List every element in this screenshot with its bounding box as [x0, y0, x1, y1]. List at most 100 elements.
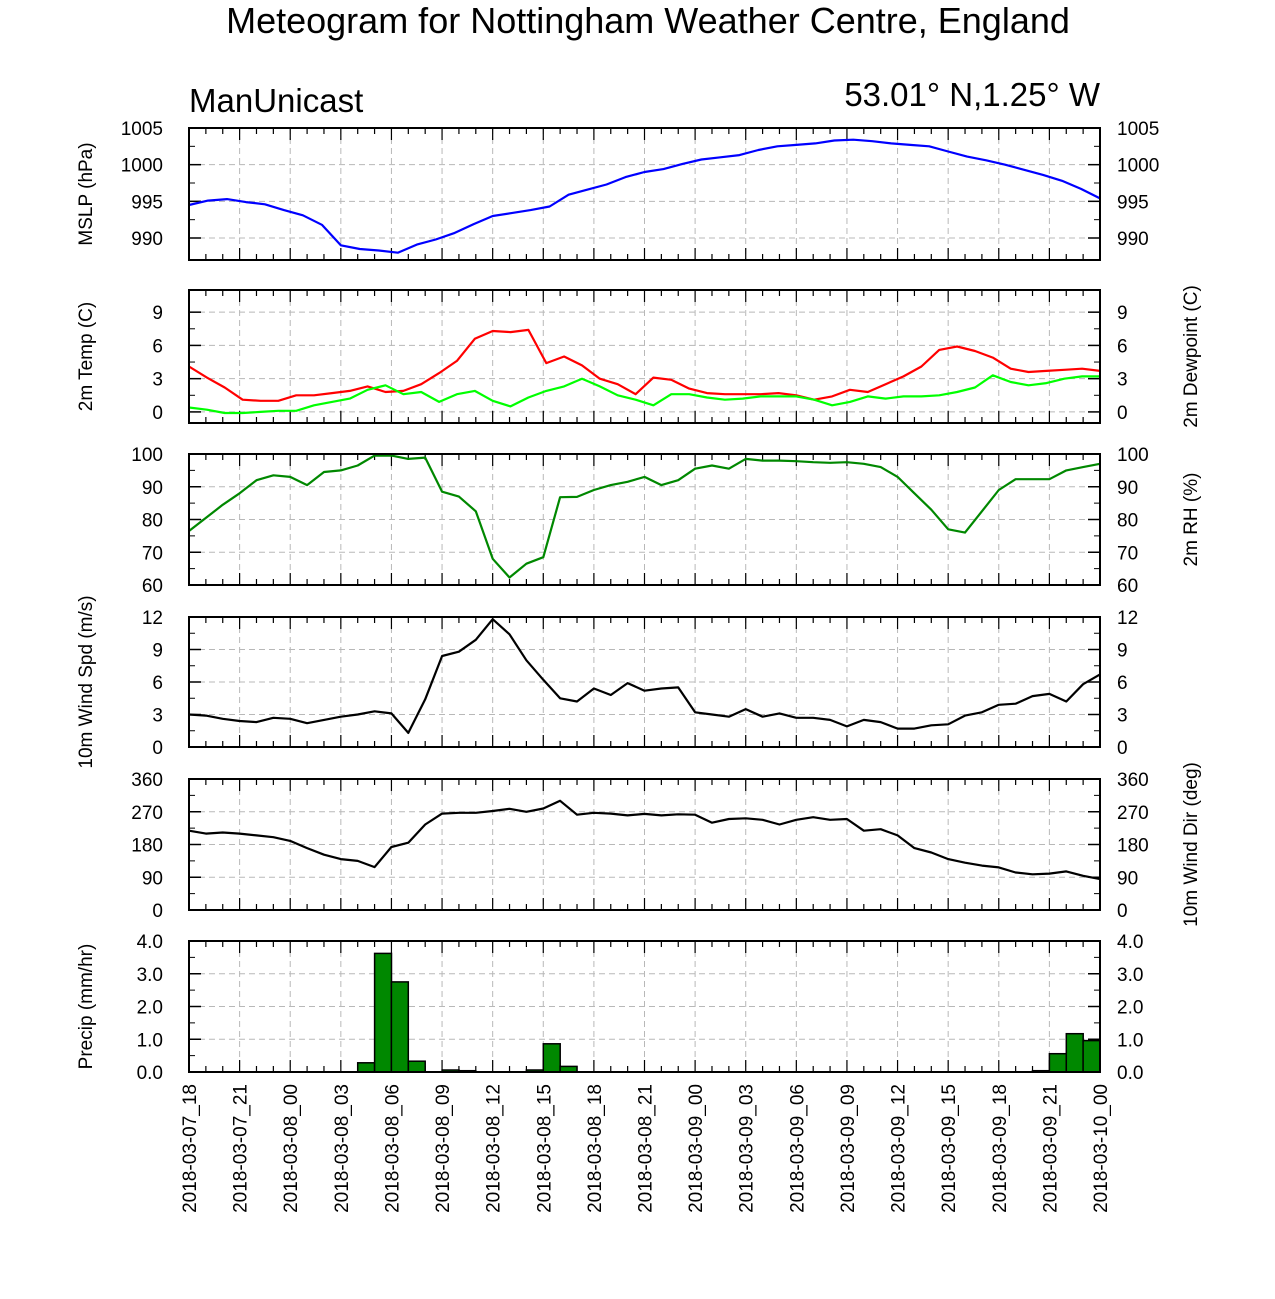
x-tick-label: 2018-03-08_21 [636, 1084, 657, 1213]
y-tick-label-left: 180 [131, 836, 163, 857]
y-axis-title-left: Precip (mm/hr) [76, 944, 97, 1070]
y-tick-label-left: 0 [152, 901, 163, 922]
y-tick-label-left: 1.0 [137, 1030, 163, 1051]
y-tick-label-right: 4.0 [1117, 932, 1143, 953]
y-tick-label-right: 3.0 [1117, 965, 1143, 986]
x-tick-label: 2018-03-09_15 [939, 1084, 960, 1213]
y-tick-label-right: 3 [1117, 370, 1128, 391]
y-tick-label-left: 2.0 [137, 998, 163, 1019]
y-tick-label-left: 9 [152, 641, 163, 662]
y-tick-label-right: 0.0 [1117, 1063, 1143, 1084]
series-line-1 [188, 618, 1101, 735]
series-line-2 [188, 374, 1100, 415]
precip-bar [542, 1043, 561, 1073]
precip-bar [390, 981, 410, 1073]
x-tick-label: 2018-03-08_09 [433, 1084, 454, 1213]
x-tick-label: 2018-03-07_18 [180, 1084, 201, 1213]
panel-2: 0 0 3 3 6 6 9 9 2m Temp (C) 2m Dewpoint (C) [76, 285, 1202, 428]
x-tick-label: 2018-03-08_06 [382, 1084, 403, 1213]
y-axis-title-left: 10m Wind Spd (m/s) [76, 595, 97, 768]
y-axis-title-left: 2m Temp (C) [76, 302, 97, 411]
precip-bar [373, 952, 393, 1073]
chart-title: Meteogram for Nottingham Weather Centre,… [226, 0, 1070, 41]
y-tick-label-left: 3 [152, 370, 163, 391]
y-tick-label-left: 3 [152, 706, 163, 727]
y-tick-label-left: 90 [142, 868, 163, 889]
y-tick-label-left: 3.0 [137, 965, 163, 986]
x-tick-label: 2018-03-09_12 [889, 1084, 910, 1213]
y-tick-label-left: 60 [142, 576, 163, 597]
x-tick-label: 2018-03-08_12 [484, 1084, 505, 1213]
y-tick-label-left: 0 [152, 403, 163, 424]
y-tick-label-right: 270 [1117, 803, 1149, 824]
y-axis-title-right: 2m RH (%) [1181, 473, 1202, 567]
location-label: 53.01° N,1.25° W [844, 76, 1101, 113]
precip-bar [1065, 1032, 1084, 1073]
y-tick-label-left: 1005 [121, 119, 163, 140]
y-tick-label-right: 70 [1117, 543, 1138, 564]
panel-1: 990 990 995 995 1000 1000 1005 1005 MSLP (hPa) [76, 119, 1159, 261]
x-tick-label: 2018-03-08_03 [332, 1084, 353, 1213]
y-tick-label-right: 1005 [1117, 119, 1159, 140]
x-tick-label: 2018-03-09_18 [990, 1084, 1011, 1213]
panel-frame [188, 778, 1101, 911]
panel-4: 0 0 3 3 6 6 9 9 12 12 10m Wind Spd (m/s) [76, 595, 1138, 768]
y-tick-label-right: 0 [1117, 738, 1128, 759]
y-tick-label-left: 1000 [121, 156, 163, 177]
x-tick-label: 2018-03-09_03 [737, 1084, 758, 1213]
y-tick-label-right: 6 [1117, 673, 1128, 694]
y-tick-label-right: 180 [1117, 836, 1149, 857]
y-axis-title-left: MSLP (hPa) [76, 142, 97, 245]
series-line-1 [188, 138, 1101, 254]
y-tick-label-right: 100 [1117, 445, 1149, 466]
y-tick-label-right: 990 [1117, 229, 1149, 250]
y-tick-label-left: 9 [152, 303, 163, 324]
y-tick-label-left: 6 [152, 336, 163, 357]
y-tick-label-right: 360 [1117, 770, 1149, 791]
y-tick-label-right: 2.0 [1117, 998, 1143, 1019]
y-tick-label-left: 70 [142, 543, 163, 564]
precip-bar [407, 1060, 426, 1073]
y-tick-label-right: 6 [1117, 336, 1128, 357]
y-tick-label-right: 1.0 [1117, 1030, 1143, 1051]
y-tick-label-left: 0 [152, 738, 163, 759]
y-tick-label-right: 80 [1117, 511, 1138, 532]
y-tick-label-right: 1000 [1117, 156, 1159, 177]
y-tick-label-left: 990 [131, 229, 163, 250]
panel-frame [188, 453, 1101, 586]
x-axis-labels: 2018-03-07_18 2018-03-07_21 2018-03-08_00 2… [180, 1084, 1112, 1213]
x-tick-label: 2018-03-09_06 [787, 1084, 808, 1213]
y-tick-label-right: 0 [1117, 901, 1128, 922]
panel-3: 60 60 70 70 80 80 90 90 100 100 2m RH (%) [131, 445, 1202, 597]
x-tick-label: 2018-03-07_21 [231, 1084, 252, 1213]
y-tick-label-left: 100 [131, 445, 163, 466]
y-tick-label-left: 90 [142, 478, 163, 499]
panel-frame [188, 616, 1101, 748]
model-label: ManUnicast [189, 82, 363, 119]
y-tick-label-left: 995 [131, 192, 163, 213]
y-tick-label-left: 0.0 [137, 1063, 163, 1084]
y-tick-label-right: 995 [1117, 192, 1149, 213]
y-tick-label-right: 60 [1117, 576, 1138, 597]
y-tick-label-left: 360 [131, 770, 163, 791]
y-tick-label-left: 4.0 [137, 932, 163, 953]
x-tick-label: 2018-03-08_18 [585, 1084, 606, 1213]
panel-5: 0 0 90 90 180 180 270 270 360 360 10m Wind Dir (de… [131, 762, 1202, 927]
x-tick-label: 2018-03-08_15 [534, 1084, 555, 1213]
precip-bar [356, 1062, 376, 1073]
y-tick-label-right: 9 [1117, 303, 1128, 324]
panel-6: 0.0 0.0 1.0 1.0 2.0 2.0 3.0 3.0 4.0 4.0 Precip (mm… [76, 932, 1143, 1084]
precip-bar [1082, 1039, 1101, 1073]
x-tick-label: 2018-03-10_00 [1091, 1084, 1112, 1213]
panel-frame [188, 127, 1101, 261]
y-tick-label-right: 90 [1117, 478, 1138, 499]
y-tick-label-left: 12 [142, 608, 163, 629]
y-tick-label-left: 6 [152, 673, 163, 694]
x-tick-label: 2018-03-09_09 [838, 1084, 859, 1213]
y-axis-title-right: 10m Wind Dir (deg) [1181, 762, 1202, 927]
x-tick-label: 2018-03-08_00 [281, 1084, 302, 1213]
y-tick-label-right: 9 [1117, 641, 1128, 662]
